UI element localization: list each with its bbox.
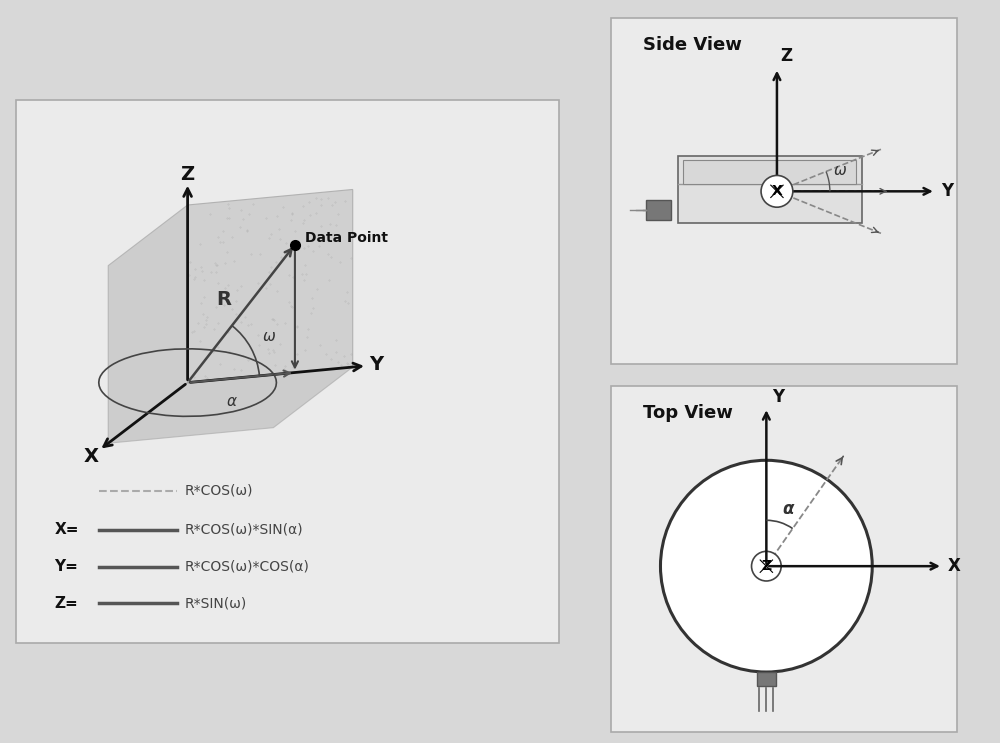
- Text: α: α: [226, 394, 236, 409]
- Text: R*SIN(ω): R*SIN(ω): [185, 597, 247, 611]
- Text: Z: Z: [761, 559, 771, 573]
- Text: R: R: [216, 291, 231, 309]
- Text: X=: X=: [54, 522, 79, 537]
- Polygon shape: [108, 205, 188, 444]
- Text: X: X: [84, 447, 99, 466]
- Bar: [757, 672, 776, 687]
- FancyBboxPatch shape: [611, 19, 957, 364]
- Text: Top View: Top View: [643, 404, 733, 422]
- FancyBboxPatch shape: [611, 386, 957, 732]
- FancyBboxPatch shape: [16, 100, 559, 643]
- Text: R*COS(ω): R*COS(ω): [185, 484, 253, 498]
- Text: Y=: Y=: [54, 559, 78, 574]
- FancyBboxPatch shape: [678, 156, 862, 223]
- Text: Z=: Z=: [54, 596, 78, 611]
- Text: Y: Y: [772, 388, 784, 406]
- FancyBboxPatch shape: [683, 160, 856, 184]
- Text: R*COS(ω)*SIN(α): R*COS(ω)*SIN(α): [185, 522, 303, 536]
- Text: Z: Z: [181, 165, 195, 184]
- Text: X: X: [772, 184, 782, 198]
- Bar: [646, 200, 671, 220]
- Circle shape: [660, 460, 872, 672]
- Circle shape: [752, 551, 781, 581]
- Text: Side View: Side View: [643, 36, 742, 54]
- Polygon shape: [108, 367, 353, 444]
- Text: R*COS(ω)*COS(α): R*COS(ω)*COS(α): [185, 560, 310, 574]
- Text: Y: Y: [369, 355, 383, 374]
- Text: Y: Y: [941, 182, 953, 201]
- Text: α: α: [783, 500, 794, 518]
- Text: ω: ω: [833, 163, 846, 178]
- Text: ω: ω: [263, 329, 276, 344]
- Circle shape: [761, 175, 793, 207]
- Text: X: X: [948, 557, 961, 575]
- Text: Z: Z: [780, 47, 793, 65]
- Text: Data Point: Data Point: [305, 231, 388, 245]
- Polygon shape: [188, 189, 353, 383]
